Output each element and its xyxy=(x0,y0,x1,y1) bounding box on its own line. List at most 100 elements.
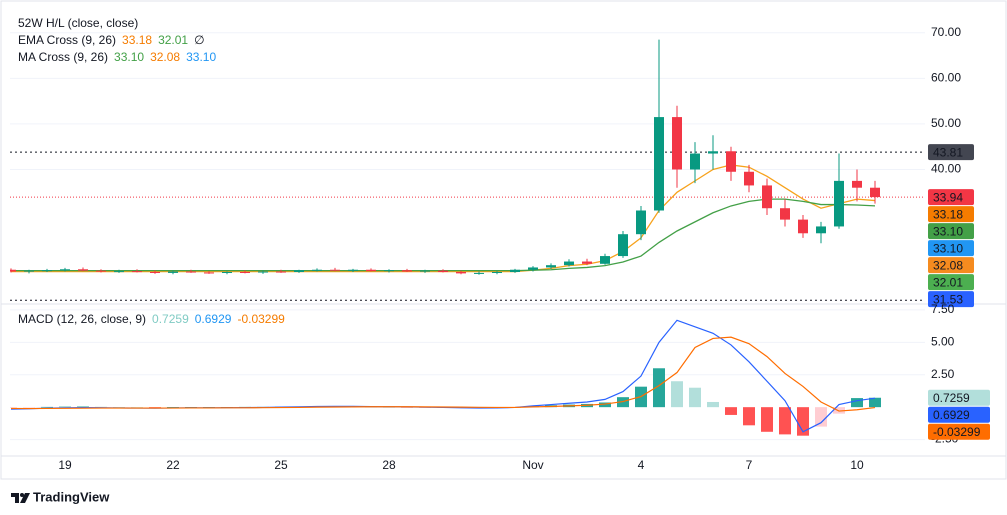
high-52w-label: 43.81 xyxy=(933,145,963,159)
candle-body xyxy=(690,153,700,170)
legend-row: EMA Cross (9, 26) 33.18 32.01 ∅ xyxy=(18,33,205,47)
frame xyxy=(0,0,1007,480)
candle-body xyxy=(870,187,880,198)
y-tick-label: 7.50 xyxy=(931,302,955,316)
high-52w-label-box xyxy=(928,144,974,161)
macd-label: 0.7259 xyxy=(933,391,970,405)
legend-value: 33.18 xyxy=(122,33,152,47)
x-tick-label: 7 xyxy=(746,458,753,472)
candle-body xyxy=(564,261,574,266)
legend-value: 0.6929 xyxy=(195,312,232,326)
legend-value: 32.08 xyxy=(150,50,180,64)
candle-body xyxy=(402,270,412,272)
histogram-bar xyxy=(653,368,665,408)
candle-body xyxy=(654,117,664,211)
price-label-box xyxy=(928,257,974,274)
candle-body xyxy=(726,151,736,172)
candle-body xyxy=(330,269,340,271)
macd-label-box xyxy=(928,423,990,440)
candle-body xyxy=(276,271,286,273)
y-tick-label: 60.00 xyxy=(931,71,961,85)
candle-body xyxy=(240,272,250,274)
price-label: 31.53 xyxy=(933,292,963,306)
y-tick-label: 40.00 xyxy=(931,162,961,176)
macd-label: -0.03299 xyxy=(933,425,981,439)
x-tick-label: 19 xyxy=(58,458,72,472)
candle-body xyxy=(186,271,196,273)
macd-label: 0.6929 xyxy=(933,408,970,422)
candle-body xyxy=(492,272,502,274)
histogram-bar xyxy=(113,407,125,408)
price-label-box xyxy=(928,206,974,223)
legend-row: 52W H/L (close, close) xyxy=(18,16,138,30)
price-label: 33.10 xyxy=(933,241,963,255)
candle-body xyxy=(204,272,214,274)
histogram-bar xyxy=(689,387,701,408)
y-tick-label: 50.00 xyxy=(931,116,961,130)
x-tick-label: 22 xyxy=(166,458,180,472)
legend-value: -0.03299 xyxy=(237,312,285,326)
candle-body xyxy=(798,219,808,234)
candle-body xyxy=(294,270,304,273)
histogram-bar xyxy=(815,407,827,427)
macd-pane xyxy=(10,309,925,441)
y-tick-label: 2.50 xyxy=(931,367,955,381)
legend-value: 32.01 xyxy=(158,33,188,47)
price-label-box xyxy=(928,240,974,257)
candle-body xyxy=(744,171,754,186)
histogram-bar xyxy=(851,398,863,408)
legend-title: EMA Cross (9, 26) xyxy=(18,33,116,47)
last-price-label-box xyxy=(928,189,974,206)
candle-body xyxy=(600,256,610,264)
x-tick-label: 10 xyxy=(850,458,864,472)
candle-body xyxy=(348,269,358,271)
price-label-box xyxy=(928,223,974,240)
histogram-bar xyxy=(23,407,35,408)
candle-body xyxy=(312,269,322,271)
price-pane xyxy=(10,32,925,301)
histogram-bar xyxy=(167,407,179,408)
candle-body xyxy=(384,270,394,272)
candle-body xyxy=(24,270,34,272)
histogram-bar xyxy=(671,381,683,408)
overlay: 40.00 50.00 60.00 70.00 19 22 25 28 Nov 4 7 10 43.81… xyxy=(18,16,990,472)
candle-body xyxy=(708,151,718,154)
candle-body xyxy=(672,117,682,170)
histogram-bar xyxy=(779,407,791,435)
price-label: 32.01 xyxy=(933,275,963,289)
candle-body xyxy=(420,270,430,272)
price-label-box xyxy=(928,274,974,291)
candle-body xyxy=(366,269,376,272)
candle-body xyxy=(78,269,88,271)
legend-title: MA Cross (9, 26) xyxy=(18,50,108,64)
legend-title: MACD (12, 26, close, 9) xyxy=(18,312,146,326)
histogram-bar xyxy=(797,407,809,436)
candle-body xyxy=(852,180,862,188)
candle-body xyxy=(618,234,628,257)
candle-body xyxy=(546,265,556,268)
candle-body xyxy=(528,267,538,270)
legend-title: 52W H/L (close, close) xyxy=(18,16,138,30)
histogram-bar xyxy=(95,406,107,408)
last-price-label: 33.94 xyxy=(933,190,963,204)
candle-body xyxy=(816,226,826,234)
histogram-bar xyxy=(707,401,719,408)
histogram-bar xyxy=(59,406,71,408)
y-tick-label: 70.00 xyxy=(931,25,961,39)
macd-label-box xyxy=(928,406,990,423)
histogram-bar xyxy=(149,407,161,408)
candle-body xyxy=(636,210,646,235)
candle-body xyxy=(96,270,106,272)
candle-body xyxy=(60,269,70,271)
candle-body xyxy=(438,270,448,273)
candle-body xyxy=(168,271,178,273)
candle-body xyxy=(510,269,520,273)
macd-label-box xyxy=(928,389,990,406)
histogram-bar xyxy=(869,397,881,408)
price-label: 32.08 xyxy=(933,258,963,272)
candle-body xyxy=(762,185,772,209)
histogram-bar xyxy=(743,407,755,426)
logo xyxy=(11,493,30,503)
price-label: 33.18 xyxy=(933,207,963,221)
